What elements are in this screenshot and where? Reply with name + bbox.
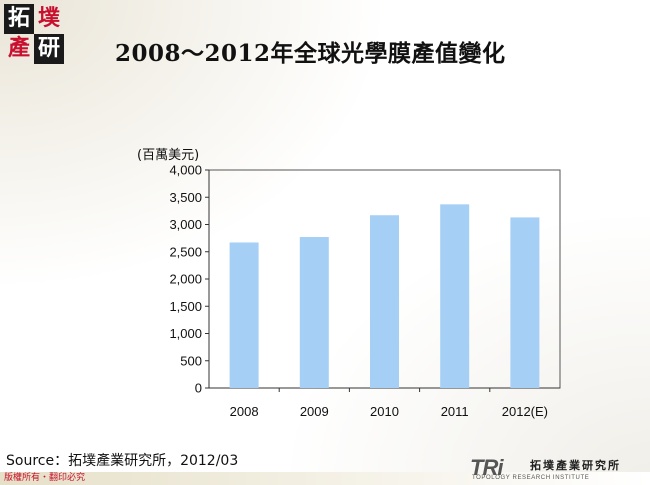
bar-2008 bbox=[229, 242, 259, 388]
x-axis-ticks: 2008 2009 2010 2011 2012(E) bbox=[230, 388, 548, 419]
footer-bar bbox=[0, 472, 650, 485]
bar-2009 bbox=[299, 237, 329, 388]
page-title: 2008～2012年全球光學膜產值變化 bbox=[115, 40, 506, 67]
logo-char: 研 bbox=[34, 34, 64, 64]
x-tick-label: 2009 bbox=[300, 404, 329, 419]
y-tick-label: 3,500 bbox=[169, 190, 202, 205]
y-tick-label: 4,000 bbox=[169, 163, 202, 178]
logo-char: 拓 bbox=[4, 4, 34, 34]
source-note: Source：拓墣產業研究所，2012/03 bbox=[6, 453, 239, 469]
y-tick-label: 0 bbox=[195, 381, 202, 396]
tri-logo-mark: TRi bbox=[470, 455, 503, 480]
y-tick-label: 500 bbox=[180, 353, 202, 368]
y-tick-label: 1,500 bbox=[169, 299, 202, 314]
logo-char: 產 bbox=[7, 36, 30, 61]
footer-logo: TRi 拓墣產業研究所 TOPOLOGY RESEARCH INSTITUTE bbox=[470, 455, 648, 483]
x-tick-label: 2010 bbox=[370, 404, 399, 419]
y-axis-unit-label: (百萬美元) bbox=[137, 148, 200, 163]
bar-series bbox=[229, 204, 540, 388]
x-tick-label: 2012(E) bbox=[502, 404, 548, 419]
y-tick-label: 2,000 bbox=[169, 272, 202, 287]
y-tick-label: 1,000 bbox=[169, 326, 202, 341]
bar-2011 bbox=[440, 204, 470, 388]
copyright-text: 版權所有・翻印必究 bbox=[4, 473, 86, 483]
y-axis-ticks: 0 500 1,000 1,500 2,000 2,500 3,000 3,500 4,000 bbox=[169, 163, 209, 396]
brand-logo: 拓 墣 產 研 bbox=[4, 4, 66, 66]
bar-2012(E) bbox=[510, 217, 540, 388]
institute-english-name: TOPOLOGY RESEARCH INSTITUTE bbox=[472, 475, 590, 481]
y-tick-label: 2,500 bbox=[169, 244, 202, 259]
bar-2010 bbox=[370, 215, 399, 388]
x-tick-label: 2008 bbox=[230, 404, 259, 419]
institute-name: 拓墣產業研究所 bbox=[530, 459, 621, 472]
y-tick-label: 3,000 bbox=[169, 217, 202, 232]
x-tick-label: 2011 bbox=[441, 404, 469, 419]
logo-char: 墣 bbox=[37, 6, 60, 31]
